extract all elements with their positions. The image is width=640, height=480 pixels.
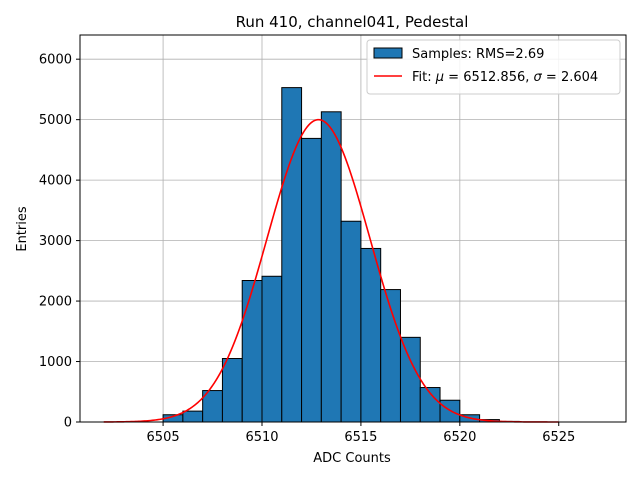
x-tick-label: 6515 <box>344 430 377 445</box>
x-tick-label: 6525 <box>542 430 575 445</box>
y-tick-label: 6000 <box>39 53 72 68</box>
histogram-bar <box>360 247 382 423</box>
histogram-bar <box>399 336 421 423</box>
y-tick-label: 4000 <box>39 174 72 189</box>
y-tick-label: 3000 <box>39 234 72 249</box>
x-tick-label: 6520 <box>443 430 476 445</box>
x-tick-label: 6510 <box>245 430 278 445</box>
x-tick-label: 6505 <box>147 430 180 445</box>
legend: Samples: RMS=2.69 Fit: μ = 6512.856, σ =… <box>366 39 621 95</box>
x-axis-label: ADC Counts <box>313 451 391 466</box>
gaussian-fit-curve <box>103 118 559 423</box>
chart-title: Run 410, channel041, Pedestal <box>236 13 469 31</box>
legend-fit-mu-equals: = <box>444 70 463 85</box>
histogram-bars <box>162 87 520 423</box>
legend-fit-sigma-value: 2.604 <box>561 70 598 85</box>
legend-fit-sigma-equals: = <box>542 70 561 85</box>
histogram-bar <box>221 358 243 423</box>
x-axis-ticks: 6505 6510 6515 6520 6525 <box>147 422 575 445</box>
histogram-bar <box>281 87 303 423</box>
y-tick-label: 1000 <box>39 355 72 370</box>
legend-fit-mu-value: 6512.856 <box>463 70 525 85</box>
legend-histogram-label: Samples: RMS=2.69 <box>412 47 544 62</box>
legend-fit-separator: , <box>525 70 533 85</box>
legend-box <box>366 39 621 95</box>
histogram-bar <box>320 111 342 423</box>
y-tick-label: 5000 <box>39 113 72 128</box>
histogram-bar <box>261 275 283 423</box>
legend-fit-prefix: Fit: <box>412 70 436 85</box>
y-tick-label: 0 <box>64 416 72 431</box>
y-axis-ticks: 0 1000 2000 3000 4000 5000 6000 <box>39 53 80 431</box>
plot-frame <box>79 34 627 423</box>
histogram-bar <box>182 410 204 423</box>
y-axis-label: Entries <box>15 206 30 252</box>
legend-fit-sigma-symbol: σ <box>534 70 543 85</box>
legend-fit-label: Fit: μ = 6512.856, σ = 2.604 <box>412 70 598 85</box>
legend-fit-mu-symbol: μ <box>435 70 444 85</box>
y-tick-label: 2000 <box>39 295 72 310</box>
histogram-bar <box>301 137 322 423</box>
legend-histogram-swatch <box>373 47 403 59</box>
plot-area: 6505 6510 6515 6520 6525 0 1000 2000 3000 4000 50… <box>39 34 627 445</box>
histogram-bar <box>340 220 362 423</box>
histogram-bar <box>241 280 263 423</box>
